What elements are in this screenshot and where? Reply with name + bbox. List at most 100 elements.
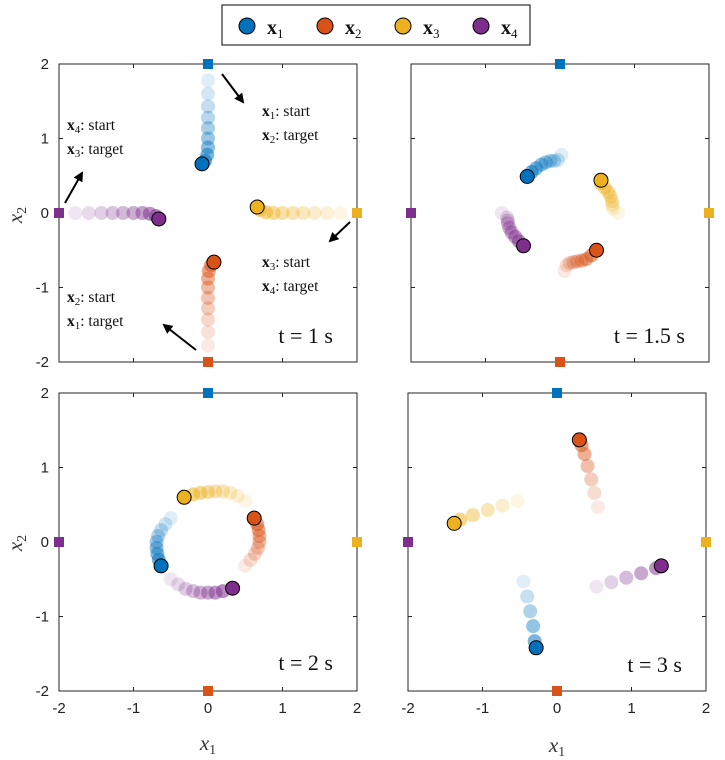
y-tick-label: 0 [41, 205, 49, 222]
trajectory-point-x1 [158, 517, 173, 532]
annotation-arrow-x3-start [328, 221, 351, 243]
agent-x4-current [515, 238, 531, 254]
target-marker-x3 [704, 208, 714, 218]
trajectory-point-x2 [252, 535, 267, 549]
trajectory-point-x4 [634, 566, 649, 581]
agent-x2-current [206, 254, 222, 270]
trajectory-point-x1 [149, 540, 164, 555]
target-marker-x4 [54, 537, 64, 547]
target-marker-x2 [552, 686, 562, 696]
trajectory-point-x4 [502, 220, 517, 235]
trajectory-point-x3 [215, 484, 230, 499]
annotation-arrow-x1-start [221, 73, 245, 104]
target-marker-x3 [701, 537, 711, 547]
agent-x3-current [593, 172, 609, 188]
agent-x1-current [153, 558, 169, 574]
trajectory-point-x4 [171, 577, 186, 592]
legend-entry-x1: x1 [238, 17, 284, 41]
trajectory-point-x3 [230, 488, 245, 503]
target-marker-x2 [203, 357, 213, 367]
y-tick-label: 0 [41, 534, 49, 551]
trajectory-point-x3 [605, 194, 620, 209]
trajectory-point-x2 [559, 258, 574, 273]
trajectory-point-x1 [201, 110, 215, 125]
agent-x1-current [519, 168, 535, 184]
trajectory-point-x3 [201, 485, 215, 500]
target-marker-x1 [203, 388, 213, 398]
trajectory-point-x1 [554, 147, 569, 162]
trajectory-point-x3 [333, 206, 348, 220]
trajectory-point-x3 [275, 206, 290, 220]
x-tick-label: -2 [52, 700, 65, 717]
x-tick-label: 1 [627, 700, 635, 717]
x-tick-label: -2 [401, 700, 414, 717]
trajectory-point-x4 [193, 585, 208, 600]
trajectory-point-x3 [307, 206, 322, 220]
plot-frame [410, 63, 710, 363]
panel-t3: -2 -1 0 1 2 t = 3 s [401, 388, 711, 717]
agent-x2-current [246, 510, 262, 526]
annotation-line-5: x3: start [262, 254, 311, 273]
trajectory-point-x2 [201, 290, 215, 305]
panel-t1-5: t = 1.5 s [406, 59, 714, 367]
y-axis-label-top: x2 [3, 207, 30, 224]
trajectory-point-x3 [480, 502, 495, 517]
trajectory-point-x4 [494, 206, 509, 220]
trajectory-point-x1 [516, 574, 531, 589]
trajectory-point-x2 [201, 312, 215, 327]
legend-marker-x4 [472, 17, 490, 35]
panel-t2: -2-2 -1 -1 0 0 1 1 2 2 t = 2 s [36, 385, 362, 717]
trajectory-point-x2 [562, 255, 577, 270]
trajectory-point-x2 [238, 558, 253, 573]
trajectory-point-x1 [151, 529, 166, 544]
trajectory-point-x1 [149, 535, 164, 549]
legend-entry-x2: x2 [316, 17, 362, 41]
trajectory-point-x1 [201, 99, 215, 114]
target-marker-x1 [555, 59, 565, 69]
trajectory-point-x3 [603, 189, 618, 204]
trajectory-point-x3 [208, 484, 223, 499]
y-tick-label: 2 [41, 385, 49, 402]
target-marker-x1 [203, 59, 213, 69]
plot-frame [58, 392, 358, 692]
legend-marker-x2 [316, 17, 334, 35]
legend-marker-x1 [238, 17, 256, 35]
legend-marker-x3 [394, 17, 412, 35]
panel-t1: -2 -1 0 1 2 t = 1 s [36, 56, 362, 371]
time-label: t = 1 s [278, 323, 333, 348]
trajectory-point-x1 [550, 153, 565, 168]
annotation-arrow-x4-start [64, 171, 83, 204]
trajectory-point-x4 [186, 584, 201, 599]
target-marker-x4 [406, 208, 416, 218]
legend-label-x4: x4 [501, 17, 518, 41]
agent-x1-current [194, 156, 210, 172]
x-tick-label: -1 [127, 700, 140, 717]
trajectory-point-x4 [604, 575, 619, 590]
trajectory-point-x1 [201, 73, 215, 88]
target-marker-x4 [54, 208, 64, 218]
trajectory-point-x3 [320, 206, 335, 220]
trajectory-point-x3 [611, 206, 626, 220]
legend-label-x1: x1 [267, 17, 284, 41]
y-tick-label: 1 [41, 460, 49, 477]
trajectory-point-x4 [178, 581, 193, 596]
trajectory-point-x2 [590, 499, 605, 514]
agent-x3-current [176, 489, 192, 505]
time-label: t = 3 s [627, 652, 682, 677]
trajectory-point-x3 [285, 206, 300, 220]
trajectory-point-x4 [589, 579, 604, 594]
trajectory-point-x1 [543, 153, 558, 168]
trajectory-point-x2 [201, 325, 215, 340]
trajectory-point-x3 [465, 508, 480, 523]
time-label: t = 2 s [278, 650, 333, 675]
annotation-line-3: x4: start [67, 117, 116, 136]
y-tick-label: -2 [36, 683, 49, 700]
legend: x1 x2 x3 x4 [221, 4, 531, 46]
target-marker-x3 [352, 537, 362, 547]
y-tick-label: 1 [41, 131, 49, 148]
legend-label-x2: x2 [345, 17, 362, 41]
trajectory-point-x1 [534, 157, 549, 172]
agent-x4-current [151, 211, 167, 227]
trajectory-point-x3 [605, 197, 620, 212]
trajectory-point-x2 [570, 254, 585, 269]
